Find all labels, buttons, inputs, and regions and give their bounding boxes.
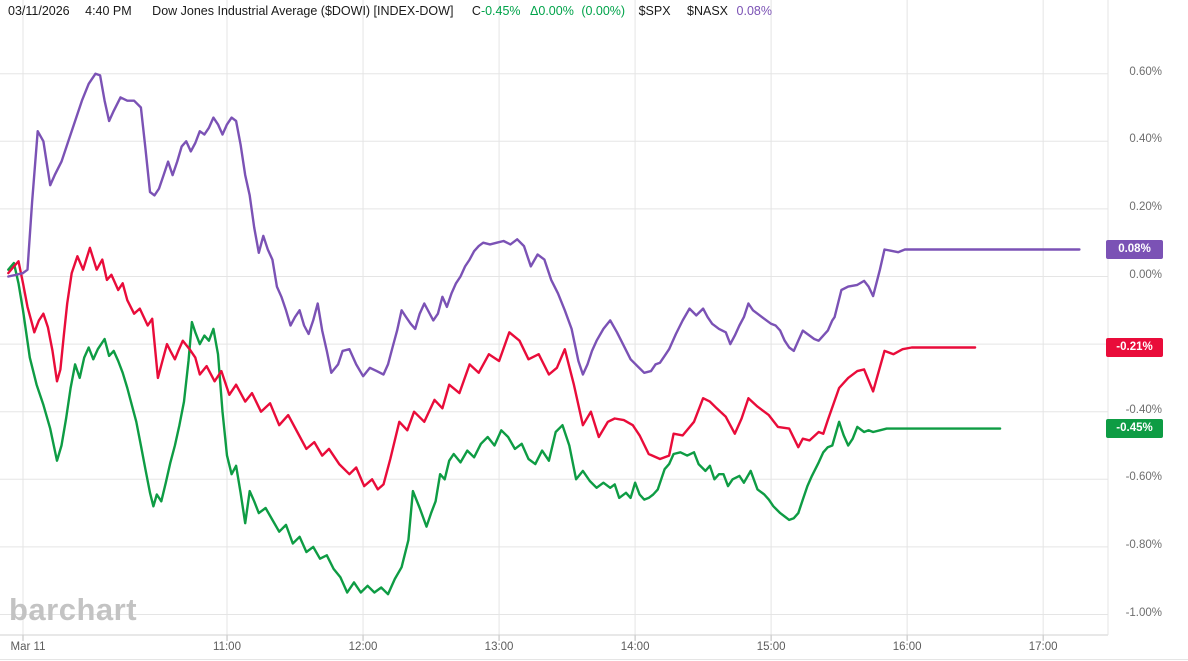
quote-header: 03/11/2026 4:40 PM Dow Jones Industrial … [8,4,772,18]
price-line-dowi[interactable] [7,261,1002,596]
price-line-spx[interactable] [7,246,977,491]
y-axis-label: 0.20% [1129,200,1162,213]
close-change-value: -0.45% [480,4,521,18]
last-price-badge-nasx: 0.08% [1106,239,1163,259]
nasx-change-value: 0.08% [736,4,772,18]
nasx-symbol-label: $NASX [687,4,729,18]
x-axis-label: 14:00 [620,641,650,653]
close-label: C [471,4,481,18]
delta-change-value: Δ0.00% [530,4,574,18]
y-axis-label: 0.40% [1129,133,1162,146]
y-axis-label: -0.60% [1125,471,1162,484]
y-axis-label: 0.60% [1129,65,1162,78]
y-axis-label: -1.00% [1125,606,1162,619]
y-axis-label: 0.00% [1129,268,1162,281]
barchart-logo: barchart [9,592,138,627]
price-line-nasx[interactable] [7,72,1081,378]
x-axis-label: 15:00 [756,641,786,653]
delta-change-paren: (0.00%) [581,4,626,18]
x-axis-label: 16:00 [892,641,922,653]
x-axis-label: 13:00 [484,641,514,653]
x-axis-label: Mar 11 [10,641,46,653]
last-price-badge-dowi: -0.45% [1106,419,1163,439]
symbol-title: Dow Jones Industrial Average ($DOWI) [IN… [152,4,454,18]
spx-symbol-label: $SPX [638,4,671,18]
y-axis-label: -0.40% [1125,403,1162,416]
x-axis-label: 17:00 [1028,641,1058,653]
y-axis-label: -0.80% [1125,538,1162,551]
x-axis-label: 12:00 [348,641,378,653]
quote-date: 03/11/2026 [8,4,70,18]
quote-time: 4:40 PM [85,4,132,18]
last-price-badge-spx: -0.21% [1106,337,1163,357]
x-axis-label: 11:00 [213,641,241,653]
